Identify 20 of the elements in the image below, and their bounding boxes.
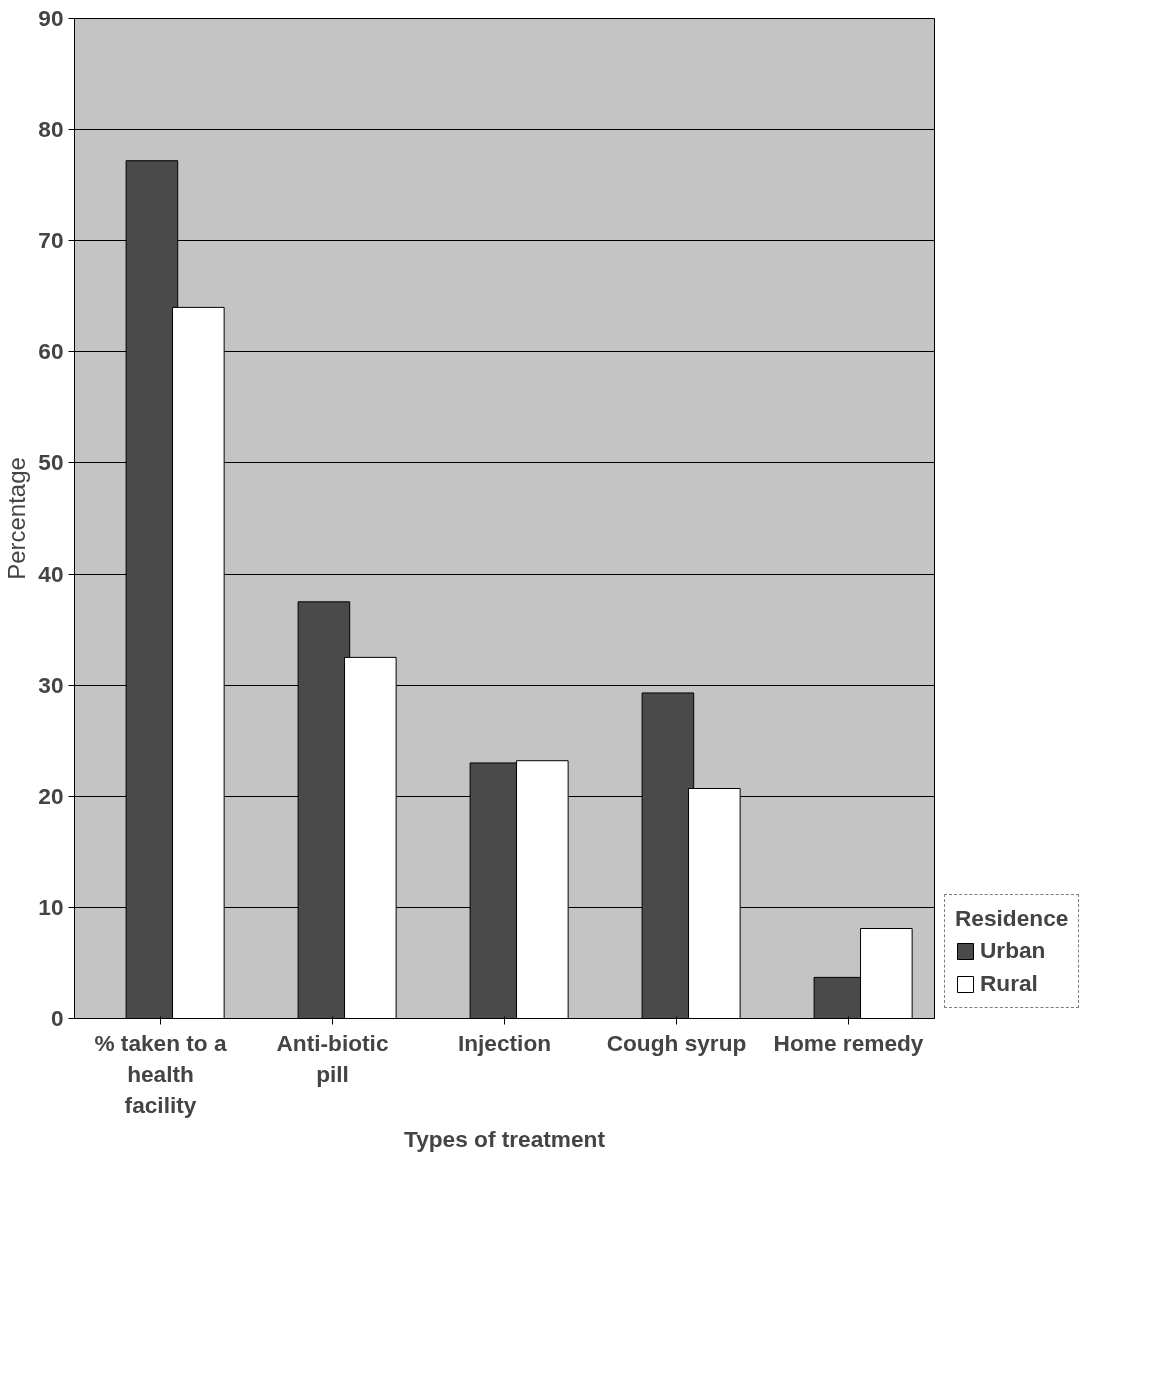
y-tick-label: 0 xyxy=(50,1005,64,1031)
y-tick-label: 60 xyxy=(38,338,64,365)
x-tick-label: % taken to a health facility xyxy=(94,1029,227,1118)
y-tick-label: 10 xyxy=(38,893,64,920)
x-axis-title: Types of treatment xyxy=(404,1125,606,1152)
x-tick-label: Anti-biotic pill xyxy=(276,1029,389,1087)
legend-title: Residence xyxy=(955,905,1069,932)
y-tick-label: 50 xyxy=(38,449,64,476)
y-tick-label: 90 xyxy=(38,5,64,31)
y-tick-label: 70 xyxy=(38,227,64,254)
y-tick-label: 30 xyxy=(38,671,64,698)
x-tick-label: Cough syrup xyxy=(606,1029,747,1056)
y-tick-label: 80 xyxy=(38,116,64,143)
x-tick-label: Home remedy xyxy=(773,1029,924,1056)
y-axis-title: Percentage xyxy=(3,457,31,580)
legend-label: Rural xyxy=(980,970,1038,997)
y-tick-label: 40 xyxy=(38,560,64,587)
y-tick-label: 20 xyxy=(38,782,64,809)
x-tick-label: Injection xyxy=(457,1029,552,1056)
legend-label: Urban xyxy=(980,937,1046,964)
